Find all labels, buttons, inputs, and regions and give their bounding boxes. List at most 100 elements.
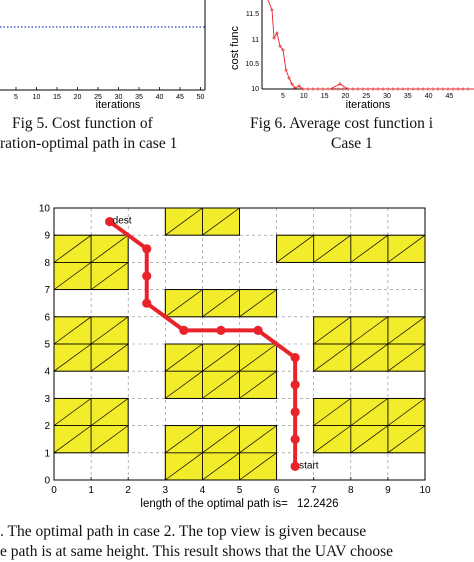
fig6-point-marker: [381, 87, 385, 91]
fig6-point-marker: [331, 87, 335, 91]
obstacle-diagonal: [387, 398, 426, 426]
fig6-point-marker: [290, 82, 294, 86]
path-waypoint: [179, 325, 189, 335]
obstacle-diagonal: [165, 343, 203, 372]
fig5-cost-chart: 5 10 15 20 25 30 35 40 45 50 iterations: [0, 0, 206, 111]
fig5-caption-line1: Fig 5. Cost function of: [12, 115, 153, 132]
fig6-point-marker: [366, 87, 370, 91]
obstacle-diagonal: [350, 234, 389, 263]
fig6-caption-line2: Case 1: [331, 135, 373, 152]
x-tick-label: 9: [385, 485, 391, 496]
obstacle-diagonal: [239, 289, 277, 318]
x-tick-label: 2: [125, 485, 131, 496]
fig6-point-marker: [301, 87, 305, 91]
fig5-xtick-label: 10: [33, 94, 41, 101]
obstacle-diagonal: [53, 343, 92, 372]
obstacle-diagonal: [387, 316, 426, 345]
obstacle-diagonal: [53, 425, 92, 454]
obstacle-cell: [90, 316, 129, 345]
fig6-xtick-label: 25: [362, 93, 370, 100]
fig6-point-marker: [321, 87, 325, 91]
obstacle-diagonal: [53, 262, 92, 290]
obstacle-diagonal: [350, 343, 389, 372]
fig6-point-marker: [336, 87, 340, 91]
fig6-point-marker: [311, 87, 315, 91]
fig6-point-marker: [451, 87, 455, 91]
obstacle-diagonal: [350, 316, 389, 345]
obstacle-diagonal: [387, 234, 426, 263]
y-tick-label: 0: [44, 476, 50, 487]
path-waypoint: [290, 380, 300, 390]
fig6-ytick-label: 11.5: [246, 11, 259, 18]
fig6-caption-line1: Fig 6. Average cost function i: [250, 115, 434, 132]
fig5-xtick-label: 40: [156, 94, 164, 101]
fig6-point-marker: [456, 87, 460, 91]
fig6-point-marker: [421, 87, 425, 91]
x-tick-label: 4: [200, 485, 206, 496]
obstacle-diagonal: [90, 234, 129, 263]
fig6-point-marker: [281, 48, 285, 52]
obstacle-diagonal: [350, 425, 389, 454]
fig6-point-marker: [371, 87, 375, 91]
path-waypoint: [142, 298, 152, 308]
path-waypoint: [142, 271, 152, 281]
fig6-point-marker: [272, 36, 276, 40]
fig6-xtick-label: 15: [321, 93, 329, 100]
fig6-ytick-label: 10.5: [245, 61, 259, 68]
y-tick-label: 5: [44, 340, 50, 351]
fig6-point-marker: [275, 31, 279, 35]
x-tick-label: 5: [237, 485, 243, 496]
x-tick-label: 0: [51, 485, 57, 496]
x-tick-label: 3: [163, 485, 169, 496]
fig6-point-marker: [341, 87, 345, 91]
obstacle-diagonal: [90, 398, 129, 426]
fig6-point-marker: [361, 87, 365, 91]
x-tick-label: 10: [419, 485, 431, 496]
fig5-xtick-label: 15: [53, 94, 61, 101]
fig6-point-marker: [293, 86, 297, 90]
obstacle-diagonal: [202, 207, 240, 236]
fig6-point-marker: [401, 87, 405, 91]
fig6-point-marker: [446, 87, 450, 91]
obstacle-diagonal: [90, 316, 129, 345]
tick-layer: 0 1 2 3 4 5 6 7 8 9 10 0 1 2 3 4 5 6 7 8 9 10: [39, 204, 431, 497]
fig6-point-marker: [284, 68, 288, 72]
y-tick-label: 2: [44, 421, 50, 432]
fig6-point-marker: [406, 87, 410, 91]
obstacle-diagonal: [165, 207, 203, 236]
fig6-point-marker: [278, 44, 282, 48]
y-tick-label: 6: [44, 312, 50, 323]
fig5-caption-line2: ration-optimal path in case 1: [0, 135, 178, 152]
fig6-point-marker: [436, 87, 440, 91]
fig6-ytick-label: 10: [251, 86, 259, 93]
obstacle-cell: [239, 425, 277, 454]
x-tick-label: 6: [274, 485, 280, 496]
x-tick-label: 7: [311, 485, 317, 496]
start-label: start: [299, 460, 319, 471]
obstacle-diagonal: [53, 398, 92, 426]
fig6-xtick-label: 45: [446, 93, 454, 100]
fig6-point-marker: [297, 84, 301, 88]
fig5-xtick-label: 45: [176, 94, 184, 101]
y-tick-label: 7: [44, 285, 50, 296]
y-tick-label: 10: [39, 204, 51, 215]
fig6-avg-cost-chart: cost func 11.5 11 10.5 10 5 10 15 20 25 30 35 40 45…: [230, 0, 474, 111]
obstacle-diagonal: [53, 316, 92, 345]
fig7-caption-line2: e path is at same height. This result sh…: [0, 543, 394, 560]
x-tick-label: 1: [88, 485, 94, 496]
fig6-point-marker: [466, 87, 470, 91]
path-waypoint: [216, 325, 226, 335]
fig6-point-marker: [396, 87, 400, 91]
obstacle-diagonal: [313, 343, 352, 372]
obstacle-diagonal: [165, 289, 203, 318]
fig6-point-marker: [346, 87, 350, 91]
fig5-xtick-label: 25: [94, 94, 102, 101]
fig7-caption-line1: . The optimal path in case 2. The top vi…: [0, 523, 367, 540]
obstacle-diagonal: [239, 343, 277, 372]
obstacle-diagonal: [313, 398, 352, 426]
fig6-point-marker: [306, 87, 310, 91]
fig6-xtick-label: 10: [300, 93, 308, 100]
path-waypoint: [105, 217, 115, 227]
fig6-point-marker: [416, 87, 420, 91]
path-length-value: 12.2426: [297, 498, 339, 510]
